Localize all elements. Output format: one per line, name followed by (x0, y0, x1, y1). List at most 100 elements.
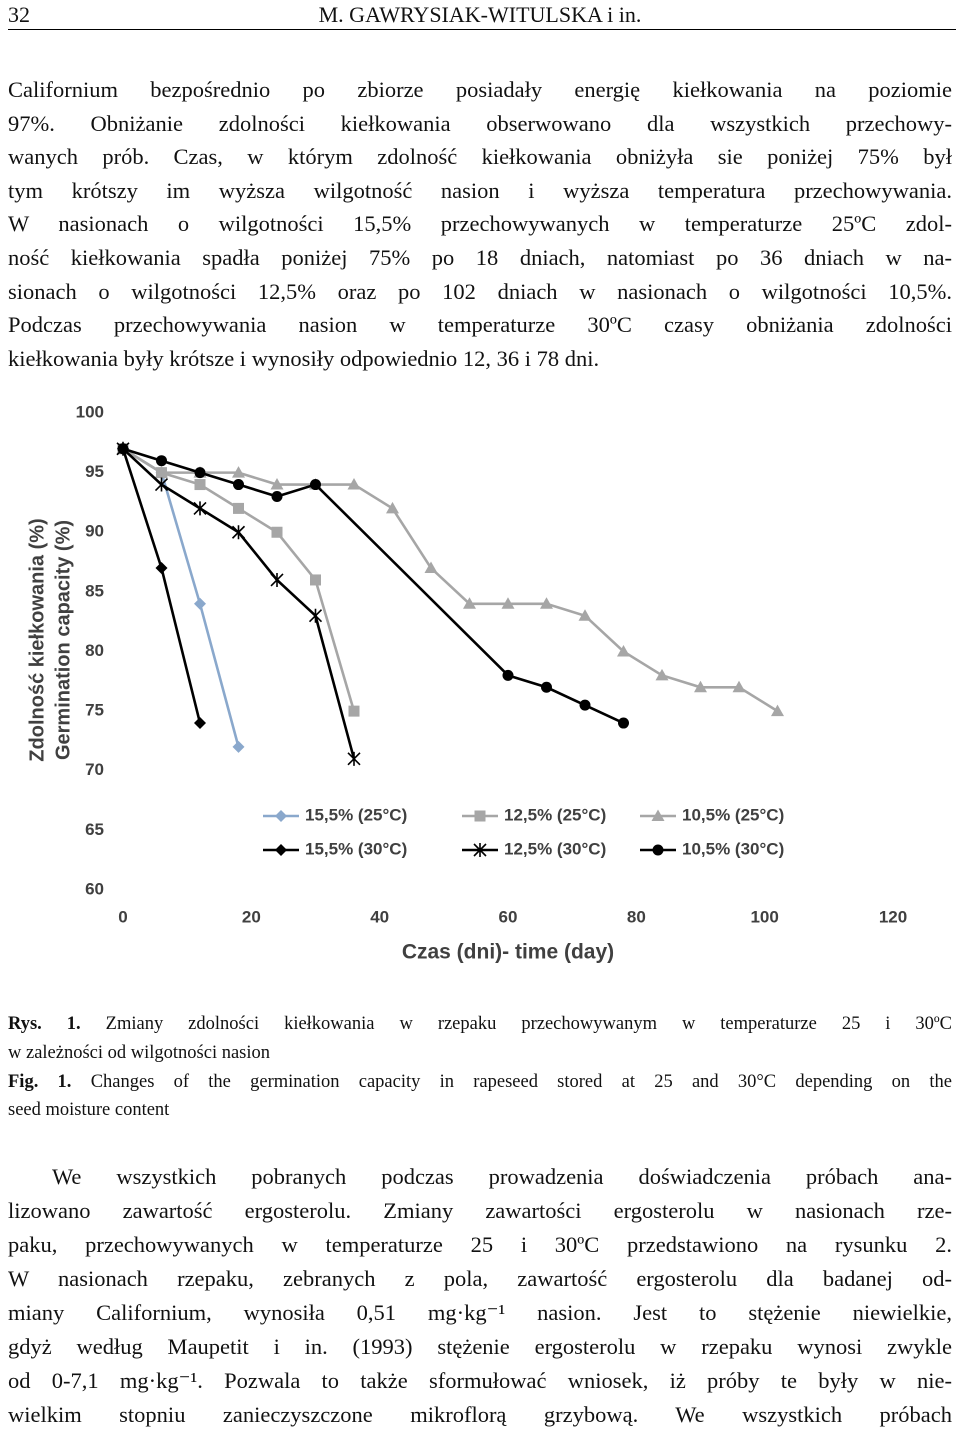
y-axis-label: Germination capacity (%) (52, 520, 74, 760)
marker (156, 455, 167, 467)
marker (347, 751, 361, 766)
text-line: od 0-7,1 mg·kg⁻¹. Pozwala to także sform… (8, 1368, 952, 1393)
marker (347, 478, 361, 490)
text-line: tym krótszy im wyższa wilgotność nasion … (8, 177, 952, 203)
series-line (122, 447, 356, 760)
x-tick-label: 100 (750, 907, 778, 926)
text-line: We wszystkich pobranych podczas prowadze… (52, 1164, 952, 1189)
marker (308, 608, 323, 623)
marker (651, 809, 665, 821)
x-tick-label: 20 (242, 907, 261, 926)
marker (386, 501, 399, 514)
caption-line: Rys. 1. Zmiany zdolności kiełkowania w r… (8, 1013, 952, 1035)
marker (117, 443, 129, 455)
marker (310, 574, 321, 586)
header-rule (8, 29, 956, 30)
caption-text: w zależności od wilgotności nasion (8, 1043, 271, 1063)
caption-label: Rys. 1. (8, 1014, 81, 1034)
caption-text: seed moisture content (8, 1100, 170, 1120)
page-number: 32 (8, 2, 30, 27)
series-line (122, 447, 240, 748)
marker (155, 466, 168, 478)
marker (310, 479, 321, 491)
marker (578, 609, 592, 621)
marker (233, 479, 244, 491)
marker (501, 597, 515, 609)
marker (502, 669, 514, 681)
legend-label: 15,5% (30°C) (305, 839, 407, 858)
x-tick-label: 60 (499, 907, 518, 926)
marker (541, 681, 552, 693)
marker (271, 490, 283, 502)
text-line: W nasionach rzepaku, zebranych z pola, z… (8, 1266, 952, 1291)
marker (270, 478, 284, 490)
caption-text: Zmiany zdolności kiełkowania w rzepaku p… (105, 1014, 953, 1034)
legend-label: 12,5% (25°C) (504, 805, 606, 824)
running-title: M. GAWRYSIAK-WITULSKA i in. (318, 2, 642, 27)
text-line: wielkim stopniu zanieczyszczone mikroflo… (8, 1402, 952, 1427)
text-line: miany Californium, wynosiła 0,51 mg·kg⁻¹… (8, 1300, 952, 1325)
x-tick-label: 80 (627, 907, 646, 926)
y-tick-label: 95 (85, 462, 104, 481)
x-tick-label: 120 (879, 907, 907, 926)
marker (231, 525, 246, 540)
marker (771, 704, 784, 717)
marker (652, 844, 664, 856)
legend-label: 10,5% (30°C) (682, 839, 784, 858)
caption-line: seed moisture content (8, 1099, 952, 1121)
caption-text: Changes of the germination capacity in r… (90, 1072, 953, 1092)
marker (271, 526, 283, 538)
marker (194, 467, 206, 479)
series-line (122, 447, 625, 725)
text-line: gdyż według Maupetit i in. (1993) stężen… (8, 1334, 952, 1359)
y-tick-label: 100 (76, 402, 104, 421)
text-line: Californium bezpośrednio po zbiorze posi… (8, 77, 952, 102)
marker (193, 501, 207, 516)
y-tick-label: 60 (85, 879, 104, 898)
caption-line: w zależności od wilgotności nasion (8, 1042, 952, 1064)
text-line: Podczas przechowywania nasion w temperat… (8, 312, 952, 338)
text-line: lizowano zawartość ergosterolu. Zmiany z… (8, 1198, 952, 1223)
marker (540, 597, 553, 609)
x-axis-label: Czas (dni)- time (day) (402, 941, 614, 964)
marker (617, 645, 630, 657)
text-line: ność kiełkowania spadła poniżej 75% po 1… (8, 245, 952, 270)
text-line: paku, przechowywanych w temperaturze 25 … (8, 1232, 952, 1257)
series-line (122, 447, 779, 713)
x-tick-label: 40 (370, 907, 389, 926)
marker (618, 717, 629, 729)
y-axis-label: Zdolność kiełkowania (%) (26, 518, 48, 761)
legend-label: 10,5% (25°C) (682, 805, 784, 824)
y-tick-label: 75 (85, 701, 104, 720)
marker (424, 561, 438, 574)
marker (655, 668, 669, 681)
marker (732, 680, 746, 693)
text-line: W nasionach o wilgotności 15,5% przechow… (8, 211, 952, 237)
marker (155, 562, 168, 575)
marker (194, 479, 206, 491)
marker (275, 844, 287, 856)
marker (194, 717, 206, 730)
marker (579, 699, 591, 711)
marker (694, 680, 707, 693)
marker (233, 502, 244, 514)
marker (232, 466, 245, 478)
text-line: sionach o wilgotności 12,5% oraz po 102 … (8, 278, 952, 304)
marker (348, 705, 360, 717)
marker (232, 740, 245, 753)
x-tick-label: 0 (118, 907, 127, 926)
legend-label: 12,5% (30°C) (504, 839, 606, 858)
y-tick-label: 80 (85, 641, 104, 660)
caption-label: Fig. 1. (8, 1072, 72, 1092)
y-tick-label: 65 (85, 820, 104, 839)
text-line: 97%. Obniżanie zdolności kiełkowania obs… (8, 110, 952, 136)
marker (270, 572, 284, 587)
marker (463, 597, 476, 609)
y-tick-label: 85 (85, 581, 104, 600)
legend-label: 15,5% (25°C) (305, 805, 407, 824)
caption-line: Fig. 1. Changes of the germination capac… (8, 1071, 952, 1093)
marker (275, 810, 287, 822)
marker (154, 477, 169, 492)
